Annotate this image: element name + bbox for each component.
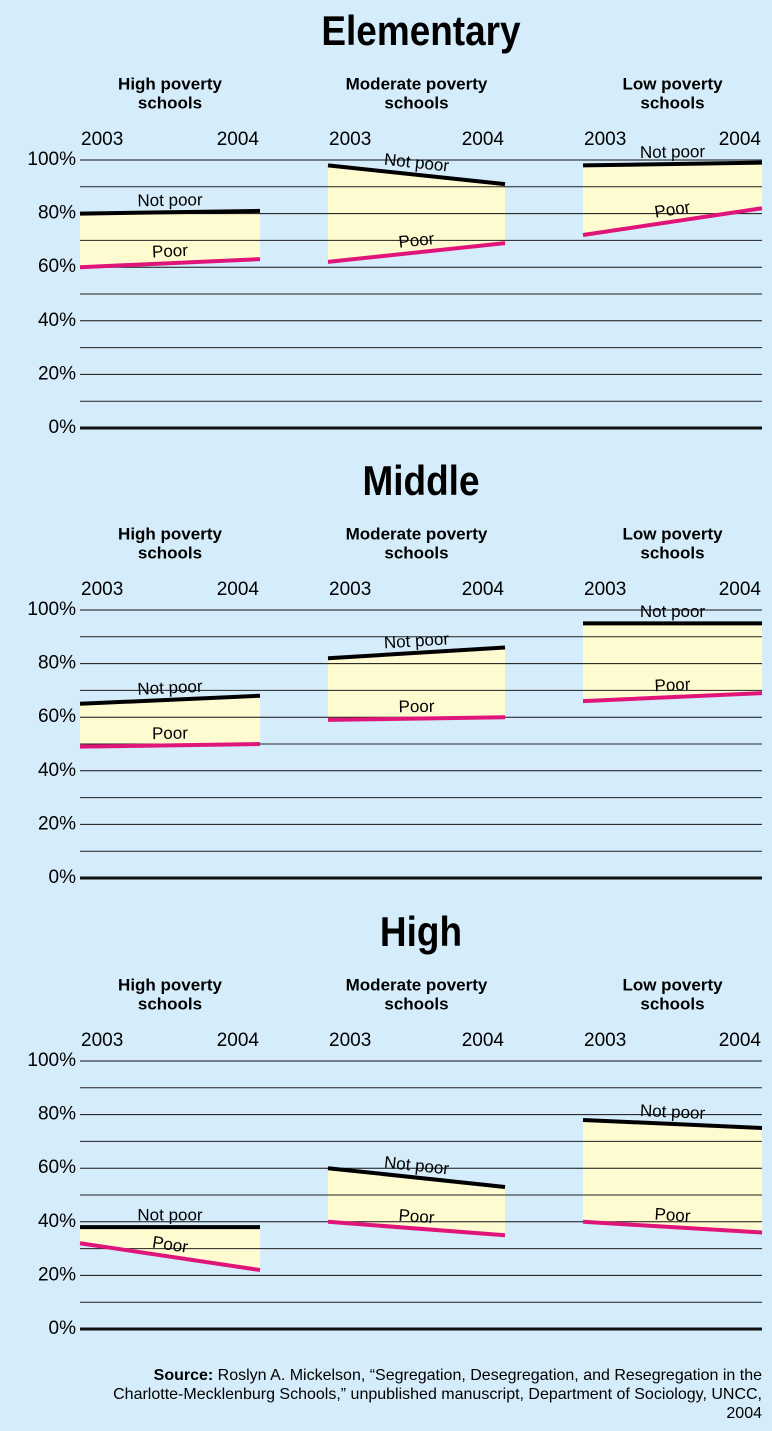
y-tick-label: 40%: [38, 310, 76, 331]
panel-title: High poverty: [118, 975, 222, 994]
series-label: Not poor: [137, 1206, 203, 1225]
series-line: [582, 160, 763, 168]
x-tick-label: 2004: [719, 129, 762, 150]
x-tick-label: 2003: [584, 129, 626, 150]
series-label: Not poor: [137, 190, 203, 210]
series-line: [327, 1219, 506, 1238]
gap-area: [80, 210, 260, 268]
series-label: Not poor: [137, 677, 203, 699]
series-line: [327, 163, 506, 187]
series-line: [582, 1219, 763, 1235]
gap-area: [583, 1119, 762, 1233]
y-tick-label: 100%: [27, 149, 76, 170]
panel-title: Low poverty: [622, 975, 723, 994]
x-tick-label: 2004: [462, 129, 505, 150]
section-title: High: [380, 909, 462, 956]
series-line: [79, 208, 261, 216]
x-tick-label: 2004: [719, 1030, 762, 1051]
x-tick-label: 2003: [584, 579, 626, 600]
series-label: Not poor: [640, 142, 706, 162]
y-tick-label: 20%: [38, 363, 76, 384]
y-tick-label: 100%: [27, 599, 76, 620]
series-label: Poor: [654, 675, 691, 696]
series-label: Not poor: [640, 602, 706, 621]
panel-title: Moderate poverty: [346, 74, 488, 93]
series-line: [327, 645, 506, 661]
x-tick-label: 2004: [719, 579, 762, 600]
panel-title: schools: [138, 93, 202, 112]
y-tick-label: 80%: [38, 203, 76, 224]
series-label: Not poor: [383, 629, 450, 652]
series-label: Not poor: [640, 1101, 706, 1123]
series-line: [327, 715, 506, 722]
section-title: Elementary: [321, 8, 520, 55]
series-label: Poor: [398, 229, 436, 252]
gap-area: [328, 647, 505, 720]
x-tick-label: 2003: [329, 579, 371, 600]
y-tick-label: 20%: [38, 813, 76, 834]
x-tick-label: 2004: [462, 579, 505, 600]
source-label: Source:: [153, 1367, 214, 1384]
section-title: Middle: [362, 458, 479, 505]
x-tick-label: 2003: [329, 129, 371, 150]
x-tick-label: 2003: [81, 129, 123, 150]
x-tick-label: 2003: [81, 579, 123, 600]
panel-title: Moderate poverty: [346, 975, 488, 994]
gap-area: [583, 623, 762, 702]
series-label: Poor: [654, 1205, 691, 1226]
y-tick-label: 80%: [38, 653, 76, 674]
source-note: Source: Roslyn A. Mickelson, “Segregatio…: [102, 1366, 762, 1423]
x-tick-label: 2004: [217, 1030, 260, 1051]
series-line: [582, 1117, 763, 1130]
x-tick-label: 2004: [462, 1030, 505, 1051]
y-tick-label: 80%: [38, 1104, 76, 1125]
y-tick-label: 0%: [49, 1318, 77, 1339]
panel-title: Low poverty: [622, 74, 723, 93]
panel-title: schools: [138, 543, 202, 562]
panel-title: Low poverty: [622, 524, 723, 543]
y-tick-label: 60%: [38, 1157, 76, 1178]
gap-area: [328, 1168, 505, 1236]
series-label: Poor: [398, 697, 435, 717]
y-tick-label: 0%: [49, 417, 77, 438]
panel-title: schools: [384, 543, 448, 562]
panel-title: schools: [640, 994, 704, 1013]
panel-title: schools: [138, 994, 202, 1013]
x-tick-label: 2003: [81, 1030, 123, 1051]
series-label: Poor: [152, 241, 189, 262]
x-tick-label: 2004: [217, 579, 260, 600]
x-tick-label: 2003: [329, 1030, 371, 1051]
series-line: [582, 206, 763, 238]
series-line: [327, 241, 506, 264]
gap-area: [583, 162, 762, 236]
panel-title: schools: [384, 93, 448, 112]
panel-title: schools: [640, 93, 704, 112]
source-text: Roslyn A. Mickelson, “Segregation, Deseg…: [113, 1367, 762, 1422]
series-line: [79, 257, 261, 270]
panel-title: High poverty: [118, 74, 222, 93]
series-line: [79, 693, 261, 706]
x-tick-label: 2004: [217, 129, 260, 150]
series-line: [79, 1241, 261, 1273]
y-tick-label: 40%: [38, 1211, 76, 1232]
y-tick-label: 60%: [38, 256, 76, 277]
y-tick-label: 100%: [27, 1050, 76, 1071]
y-tick-label: 60%: [38, 706, 76, 727]
panel-title: High poverty: [118, 524, 222, 543]
panel-title: Moderate poverty: [346, 524, 488, 543]
series-line: [79, 742, 261, 749]
y-tick-label: 40%: [38, 760, 76, 781]
series-label: Poor: [398, 1206, 436, 1228]
series-label: Poor: [152, 724, 189, 744]
panel-title: schools: [384, 994, 448, 1013]
series-line: [582, 691, 763, 704]
series-line: [327, 1166, 506, 1189]
gap-area: [80, 695, 260, 747]
panel-title: schools: [640, 543, 704, 562]
y-tick-label: 0%: [49, 867, 77, 888]
y-tick-label: 20%: [38, 1264, 76, 1285]
x-tick-label: 2003: [584, 1030, 626, 1051]
